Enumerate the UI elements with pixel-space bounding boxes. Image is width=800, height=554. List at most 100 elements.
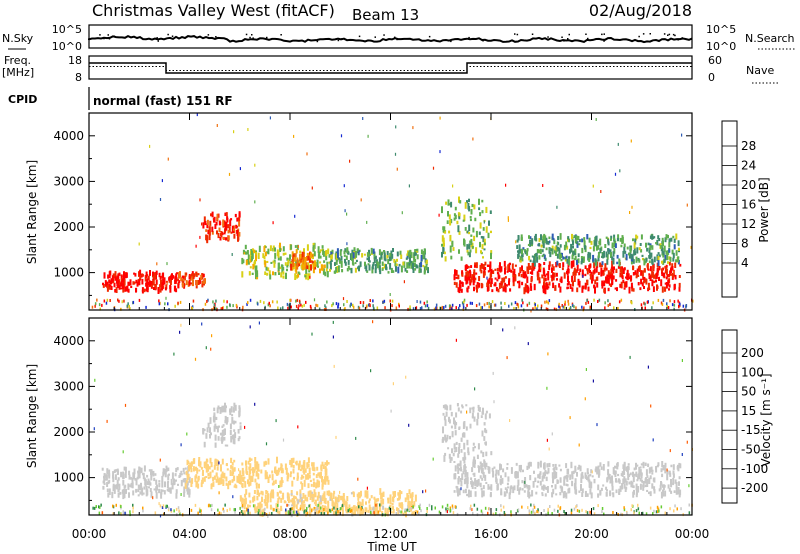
power-cells-cell bbox=[350, 267, 353, 274]
vel-cells-ground-cell bbox=[178, 509, 180, 513]
power-cells-cell bbox=[458, 212, 461, 217]
power-cells-cell bbox=[405, 257, 408, 260]
power-cells-cell bbox=[603, 288, 606, 293]
power-cells-cell bbox=[146, 279, 149, 282]
power-cells-cell bbox=[668, 262, 671, 266]
power-cells-cell bbox=[548, 236, 551, 240]
vel-cells-ground-cell bbox=[364, 509, 366, 513]
vel-cells-cell bbox=[675, 482, 678, 489]
vel-cells-cell bbox=[145, 489, 148, 497]
vel-cells-cell bbox=[304, 468, 307, 473]
power-cells-cell bbox=[547, 277, 550, 281]
power-cells-cell bbox=[580, 260, 583, 265]
vel-cells-noise-cell bbox=[422, 490, 424, 494]
vel-cells-cell bbox=[198, 459, 200, 467]
vel-cells-cell bbox=[559, 477, 562, 483]
vel-cells-cell bbox=[342, 494, 345, 500]
power-cells-cell bbox=[325, 254, 328, 261]
vel-cells-cell bbox=[481, 430, 484, 437]
vel-cells-cell bbox=[274, 479, 277, 484]
vel-cells-cell bbox=[135, 488, 138, 493]
power-cells-cell bbox=[147, 275, 150, 281]
vel-cells-cell bbox=[448, 419, 451, 424]
power-cells-cell bbox=[523, 287, 526, 295]
power-cells-cell bbox=[312, 267, 315, 274]
power-cells-cell bbox=[252, 263, 255, 270]
power-cells-ground-cell bbox=[545, 307, 548, 311]
vel-cells-cell bbox=[448, 453, 451, 459]
vel-cells-cell bbox=[481, 463, 483, 468]
vel-cells-cell bbox=[249, 469, 252, 475]
power-cells-cell bbox=[356, 248, 359, 252]
vel-cells-cell bbox=[301, 505, 304, 512]
power-cells-ground-cell bbox=[407, 307, 409, 311]
power-cells-cell bbox=[161, 286, 164, 291]
power-cells-ground-cell bbox=[510, 302, 513, 306]
vel-cells-cell bbox=[609, 492, 612, 497]
power-cells-cell bbox=[157, 287, 160, 294]
vel-cells-cell bbox=[502, 468, 505, 473]
power-cells-cell bbox=[392, 270, 395, 273]
power-cells-cell bbox=[476, 284, 479, 289]
vel-cells-cell bbox=[389, 498, 392, 505]
vel-cells-cell bbox=[316, 466, 319, 471]
power-cells-cell bbox=[521, 281, 524, 286]
vel-cells-noise-cell bbox=[122, 450, 124, 454]
power-cells-cell bbox=[489, 261, 492, 268]
power-cells-cell bbox=[661, 271, 664, 276]
power-cells-noise-cell bbox=[438, 213, 440, 217]
vel-cells-cell bbox=[104, 478, 107, 481]
vel-cells-cell bbox=[112, 485, 115, 492]
power-cells-cell bbox=[593, 241, 596, 246]
vel-cells-cell bbox=[240, 475, 243, 478]
power-cells-cell bbox=[581, 285, 584, 290]
power-cells-noise-cell bbox=[199, 235, 201, 239]
vel-cells-cell bbox=[168, 487, 171, 492]
vel-cells-cell bbox=[380, 492, 383, 499]
power-cells-cell bbox=[485, 206, 488, 213]
vel-cells-ground-cell bbox=[317, 503, 319, 507]
vel-cells-cell bbox=[277, 493, 279, 496]
power-cells-cell bbox=[258, 245, 261, 252]
vel-cells-ground-cell bbox=[603, 512, 605, 516]
vel-cells-ground-cell bbox=[224, 503, 226, 507]
vel-cells-ground-cell bbox=[241, 504, 244, 508]
power-cells-cell bbox=[575, 241, 578, 244]
vel-cells-cell bbox=[112, 476, 115, 483]
power-cells-cell bbox=[589, 270, 591, 274]
vel-cells-cell bbox=[319, 508, 321, 513]
power-cells-ground-cell bbox=[558, 304, 560, 308]
power-cells-cell bbox=[600, 263, 603, 267]
vel-cells-cell bbox=[334, 507, 337, 514]
vel-cells-cell bbox=[482, 491, 485, 496]
power-cells-cell bbox=[513, 268, 516, 274]
power-cells-cell bbox=[616, 287, 618, 292]
station-title: Christmas Valley West (fitACF) bbox=[92, 1, 335, 20]
power-cells-cell bbox=[425, 260, 428, 264]
power-cells-cell bbox=[567, 267, 570, 271]
vel-cells-cell bbox=[519, 468, 522, 473]
vel-cells-cell bbox=[466, 439, 469, 446]
vel-cells-cell bbox=[319, 495, 322, 502]
power-cells-cell bbox=[554, 286, 557, 291]
vel-cells-cell bbox=[385, 512, 388, 516]
power-cells-cell bbox=[146, 281, 149, 286]
power-cells-cell bbox=[658, 266, 661, 270]
power-cells-cell bbox=[460, 288, 463, 293]
vel-cells-cell bbox=[626, 469, 629, 476]
vel-cells-ground-cell bbox=[601, 510, 603, 514]
noise-left-tick-bottom: 10^0 bbox=[52, 40, 82, 53]
power-cells-cell bbox=[665, 234, 668, 240]
vel-cells-ground-cell bbox=[271, 512, 273, 515]
vel-cells-cell bbox=[472, 446, 475, 452]
power-cells-cell bbox=[622, 279, 625, 284]
time-tick-label: 00:00 bbox=[675, 527, 710, 541]
vel-cells-noise-cell bbox=[333, 364, 335, 368]
vel-cells-ground-cell bbox=[166, 504, 168, 508]
power-cells-cell bbox=[483, 248, 486, 251]
power-cells-cell bbox=[673, 244, 676, 250]
vel-cells-ground-cell bbox=[270, 506, 273, 510]
vel-cells-cell bbox=[168, 473, 170, 476]
power-cells-cell bbox=[531, 262, 534, 270]
vel-cells-cell bbox=[241, 497, 244, 503]
